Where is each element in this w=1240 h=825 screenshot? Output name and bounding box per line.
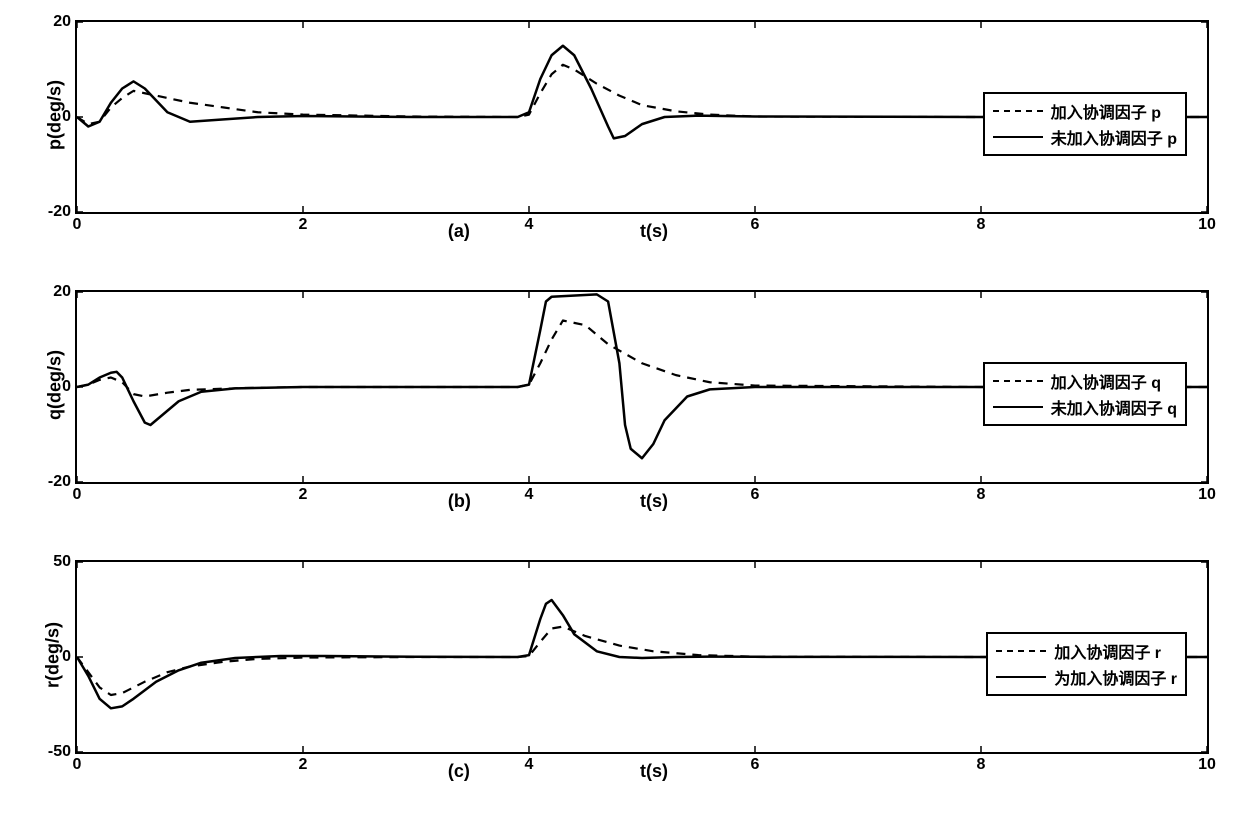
- legend-c: 加入协调因子 r为加入协调因子 r: [986, 632, 1187, 696]
- xtick-label: 4: [525, 756, 534, 774]
- ytick-label: 50: [53, 553, 71, 571]
- ytick-label: -20: [48, 203, 71, 221]
- xtick-label: 10: [1198, 216, 1216, 234]
- legend-label: 加入协调因子 p: [1051, 99, 1161, 123]
- ylabel-b: q(deg/s): [45, 350, 66, 420]
- xtick-label: 8: [977, 486, 986, 504]
- xtick-label: 2: [299, 216, 308, 234]
- xlabel-a: t(s): [640, 221, 668, 242]
- legend-label: 加入协调因子 r: [1054, 639, 1161, 663]
- plot-area-c: 加入协调因子 r为加入协调因子 r 0246810-50050: [75, 560, 1209, 754]
- subplot-label-c: (c): [448, 761, 470, 782]
- ytick-label: -20: [48, 473, 71, 491]
- legend-label: 为加入协调因子 r: [1054, 665, 1177, 689]
- xtick-label: 2: [299, 756, 308, 774]
- legend-item: 未加入协调因子 q: [993, 394, 1177, 420]
- xtick-label: 4: [525, 216, 534, 234]
- xlabel-b: t(s): [640, 491, 668, 512]
- xtick-label: 0: [73, 756, 82, 774]
- subplot-c: 加入协调因子 r为加入协调因子 r 0246810-50050 r(deg/s)…: [75, 560, 1205, 750]
- ytick-label: 20: [53, 283, 71, 301]
- legend-label: 加入协调因子 q: [1051, 369, 1161, 393]
- xtick-label: 10: [1198, 756, 1216, 774]
- plot-area-a: 加入协调因子 p未加入协调因子 p 0246810-20020: [75, 20, 1209, 214]
- xtick-label: 10: [1198, 486, 1216, 504]
- legend-item: 加入协调因子 r: [996, 638, 1177, 664]
- legend-line-sample: [993, 136, 1043, 138]
- legend-a: 加入协调因子 p未加入协调因子 p: [983, 92, 1187, 156]
- ytick-label: -50: [48, 743, 71, 761]
- subplot-label-a: (a): [448, 221, 470, 242]
- xtick-label: 0: [73, 216, 82, 234]
- xtick-label: 0: [73, 486, 82, 504]
- ytick-label: 20: [53, 13, 71, 31]
- legend-item: 为加入协调因子 r: [996, 664, 1177, 690]
- legend-item: 加入协调因子 q: [993, 368, 1177, 394]
- legend-line-sample: [996, 676, 1046, 678]
- subplot-a: 加入协调因子 p未加入协调因子 p 0246810-20020 p(deg/s)…: [75, 20, 1205, 210]
- legend-label: 未加入协调因子 q: [1051, 395, 1177, 419]
- xtick-label: 6: [751, 756, 760, 774]
- legend-line-sample: [993, 110, 1043, 112]
- xtick-label: 6: [751, 216, 760, 234]
- xtick-label: 8: [977, 216, 986, 234]
- xlabel-c: t(s): [640, 761, 668, 782]
- xtick-label: 8: [977, 756, 986, 774]
- xtick-label: 2: [299, 486, 308, 504]
- legend-label: 未加入协调因子 p: [1051, 125, 1177, 149]
- xtick-label: 6: [751, 486, 760, 504]
- legend-b: 加入协调因子 q未加入协调因子 q: [983, 362, 1187, 426]
- legend-line-sample: [996, 650, 1046, 652]
- figure: 加入协调因子 p未加入协调因子 p 0246810-20020 p(deg/s)…: [10, 10, 1230, 815]
- subplot-b: 加入协调因子 q未加入协调因子 q 0246810-20020 q(deg/s)…: [75, 290, 1205, 480]
- plot-area-b: 加入协调因子 q未加入协调因子 q 0246810-20020: [75, 290, 1209, 484]
- legend-line-sample: [993, 380, 1043, 382]
- legend-item: 未加入协调因子 p: [993, 124, 1177, 150]
- ylabel-c: r(deg/s): [43, 622, 64, 688]
- subplot-label-b: (b): [448, 491, 471, 512]
- xtick-label: 4: [525, 486, 534, 504]
- legend-line-sample: [993, 406, 1043, 408]
- legend-item: 加入协调因子 p: [993, 98, 1177, 124]
- ylabel-a: p(deg/s): [45, 80, 66, 150]
